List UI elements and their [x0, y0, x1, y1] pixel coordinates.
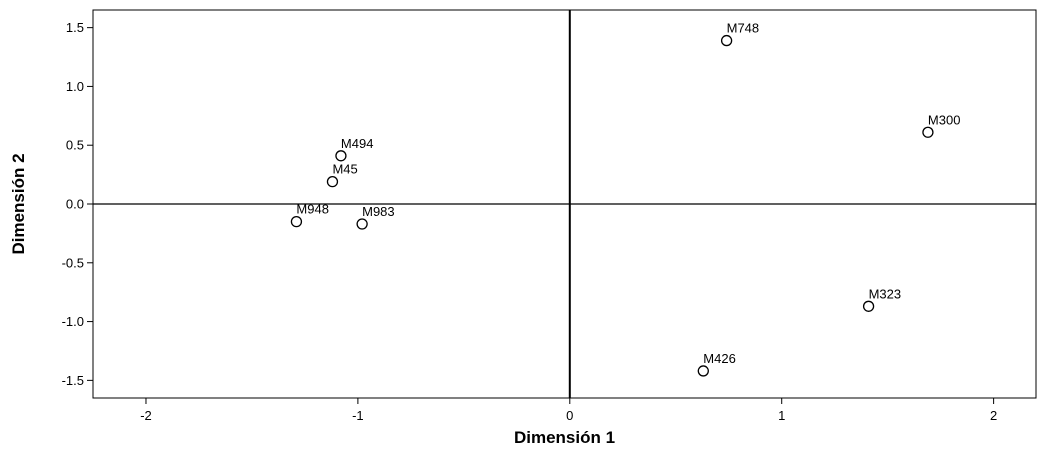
data-point-label: M45: [332, 162, 357, 177]
data-point-marker: [720, 34, 733, 47]
data-point-label: M748: [727, 21, 760, 36]
data-point-label: M323: [869, 286, 902, 301]
data-point-marker: [335, 150, 347, 162]
data-point-marker: [922, 126, 934, 138]
y-tick-label: 1.5: [66, 20, 84, 35]
x-axis-title: Dimensión 1: [514, 428, 615, 447]
data-point-label: M948: [296, 202, 329, 217]
x-tick-label: 1: [778, 408, 785, 423]
data-point-label: M494: [341, 136, 374, 151]
y-tick-label: -1.0: [62, 314, 84, 329]
y-tick-label: 1.0: [66, 79, 84, 94]
data-point-label: M300: [928, 112, 961, 127]
x-tick-label: -1: [352, 408, 364, 423]
y-tick-label: 0.5: [66, 138, 84, 153]
data-point-marker: [326, 176, 339, 188]
data-point-marker: [862, 300, 875, 312]
y-tick-label: -0.5: [62, 255, 84, 270]
data-point-marker: [697, 365, 709, 377]
data-point-label: M426: [703, 351, 736, 366]
x-tick-label: 2: [990, 408, 997, 423]
x-tick-label: -2: [140, 408, 152, 423]
data-points: M748 M300 M494 M45 M948 M983 M323 M426: [290, 21, 961, 377]
data-point-marker: [290, 215, 303, 228]
y-tick-label: 0.0: [66, 197, 84, 212]
data-point-label: M983: [362, 204, 395, 219]
data-point-marker: [356, 218, 368, 230]
y-tick-label: -1.5: [62, 373, 84, 388]
y-axis: 1.5 1.0 0.5 0.0 -0.5 -1.0 -1.5: [62, 20, 93, 388]
x-tick-label: 0: [566, 408, 573, 423]
x-axis: -2 -1 0 1 2: [140, 398, 997, 423]
y-axis-title: Dimensión 2: [9, 153, 28, 254]
